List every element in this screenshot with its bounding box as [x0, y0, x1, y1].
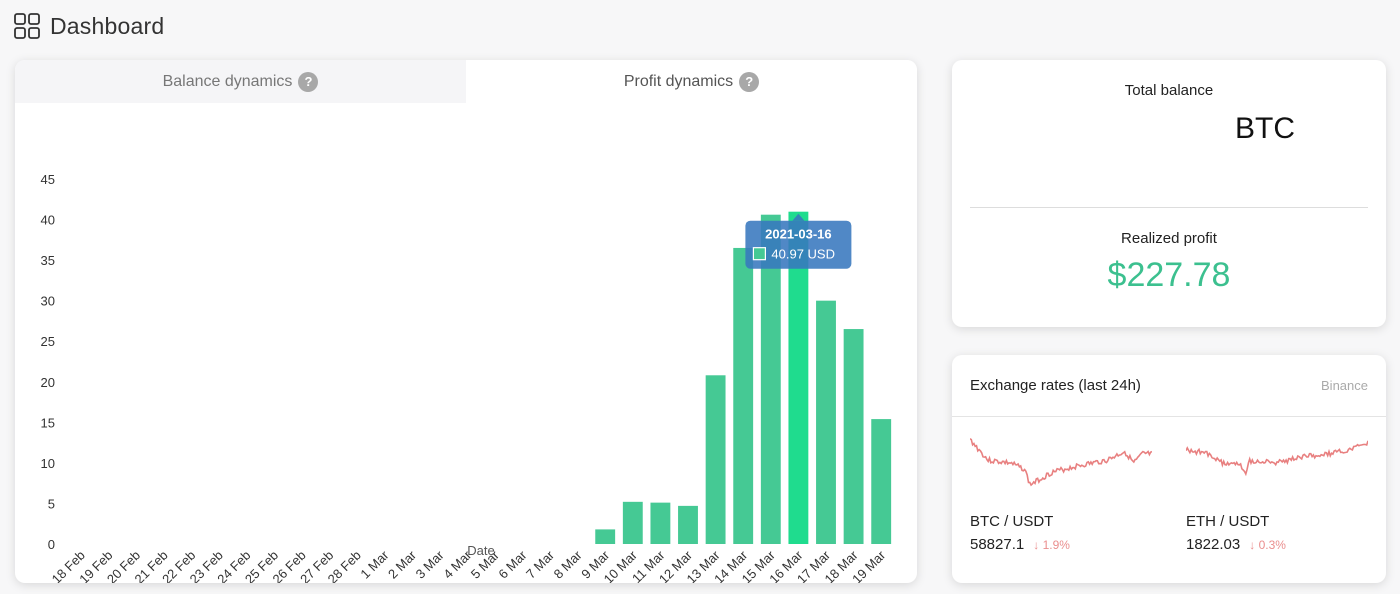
- y-tick-label: 20: [41, 375, 55, 390]
- pair-price: 58827.1: [970, 536, 1025, 553]
- x-tick-label: 7 Mar: [523, 547, 558, 582]
- realized-profit-label: Realized profit: [1121, 230, 1217, 247]
- page-header: Dashboard: [14, 10, 164, 42]
- y-tick-label: 45: [41, 172, 55, 187]
- rates-title: Exchange rates (last 24h): [970, 377, 1141, 394]
- chart-tabs: Balance dynamics ? Profit dynamics ?: [15, 60, 917, 103]
- grid-icon: [14, 13, 40, 39]
- rates-header: Exchange rates (last 24h) Binance: [952, 355, 1386, 417]
- tooltip-caret: [792, 213, 805, 221]
- bar: [871, 419, 892, 544]
- y-tick-label: 15: [41, 415, 55, 430]
- pair-change-value: 0.3%: [1258, 538, 1286, 552]
- bar: [650, 502, 671, 544]
- divider: [970, 207, 1368, 208]
- balance-card: Total balance BTC Realized profit $227.7…: [952, 60, 1386, 327]
- x-tick-label: 2 Mar: [385, 547, 420, 582]
- y-tick-label: 0: [48, 537, 55, 552]
- rates-source[interactable]: Binance: [1321, 378, 1368, 393]
- x-tick-label: 6 Mar: [495, 547, 530, 582]
- bar: [843, 329, 864, 544]
- pair-price: 1822.03: [1186, 536, 1241, 553]
- pair-btc-usdt[interactable]: BTC / USDT 58827.1 ↓ 1.9%: [970, 433, 1170, 553]
- sparkline-path: [970, 438, 1152, 487]
- tab-label: Profit dynamics: [623, 72, 734, 90]
- help-icon[interactable]: ?: [739, 71, 760, 92]
- pair-change: ↓ 0.3%: [1249, 538, 1286, 552]
- pair-name: ETH / USDT: [1186, 513, 1270, 530]
- bar: [678, 505, 698, 544]
- y-tick-label: 10: [41, 456, 55, 471]
- arrow-down-icon: ↓: [1033, 538, 1040, 552]
- bar: [733, 247, 754, 544]
- bar: [595, 529, 616, 544]
- bar: [788, 211, 809, 544]
- bar: [622, 501, 643, 544]
- total-balance-currency: BTC: [1235, 112, 1295, 145]
- y-tick-label: 40: [41, 213, 55, 228]
- tooltip-swatch: [752, 247, 767, 261]
- pair-change: ↓ 1.9%: [1033, 538, 1070, 552]
- bar: [705, 375, 726, 544]
- profit-chart-card: Balance dynamics ? Profit dynamics ? 0 5 1…: [15, 60, 917, 583]
- y-tick-label: 5: [48, 496, 55, 511]
- tooltip-value: 40.97 USD: [771, 247, 835, 262]
- eth-sparkline: [1186, 440, 1368, 477]
- bar: [760, 214, 781, 544]
- btc-sparkline: [970, 438, 1152, 487]
- tab-label: Balance dynamics: [162, 72, 293, 90]
- total-balance-label: Total balance: [1124, 82, 1214, 99]
- pair-eth-usdt[interactable]: ETH / USDT 1822.03 ↓ 0.3%: [1186, 433, 1386, 553]
- help-icon[interactable]: ?: [298, 71, 319, 92]
- exchange-rates-card: Exchange rates (last 24h) Binance BTC / …: [952, 355, 1386, 583]
- tooltip: [745, 220, 852, 269]
- tooltip-date: 2021-03-16: [765, 227, 832, 242]
- bar: [816, 300, 836, 544]
- x-tick-label: 1 Mar: [357, 547, 392, 582]
- pair-change-value: 1.9%: [1042, 538, 1070, 552]
- y-tick-label: 30: [41, 294, 55, 309]
- sparkline-path: [1186, 440, 1368, 477]
- tab-balance-dynamics[interactable]: Balance dynamics ?: [15, 60, 466, 103]
- y-tick-label: 25: [41, 334, 55, 349]
- x-axis-label: Date: [467, 543, 494, 558]
- y-tick-label: 35: [41, 253, 55, 268]
- page-title: Dashboard: [50, 12, 165, 39]
- realized-profit-value: $227.78: [1107, 256, 1231, 294]
- arrow-down-icon: ↓: [1249, 538, 1256, 552]
- x-tick-label: 8 Mar: [551, 547, 586, 582]
- tab-profit-dynamics[interactable]: Profit dynamics ?: [466, 60, 917, 103]
- x-tick-label: 3 Mar: [413, 547, 448, 582]
- pair-name: BTC / USDT: [970, 513, 1054, 530]
